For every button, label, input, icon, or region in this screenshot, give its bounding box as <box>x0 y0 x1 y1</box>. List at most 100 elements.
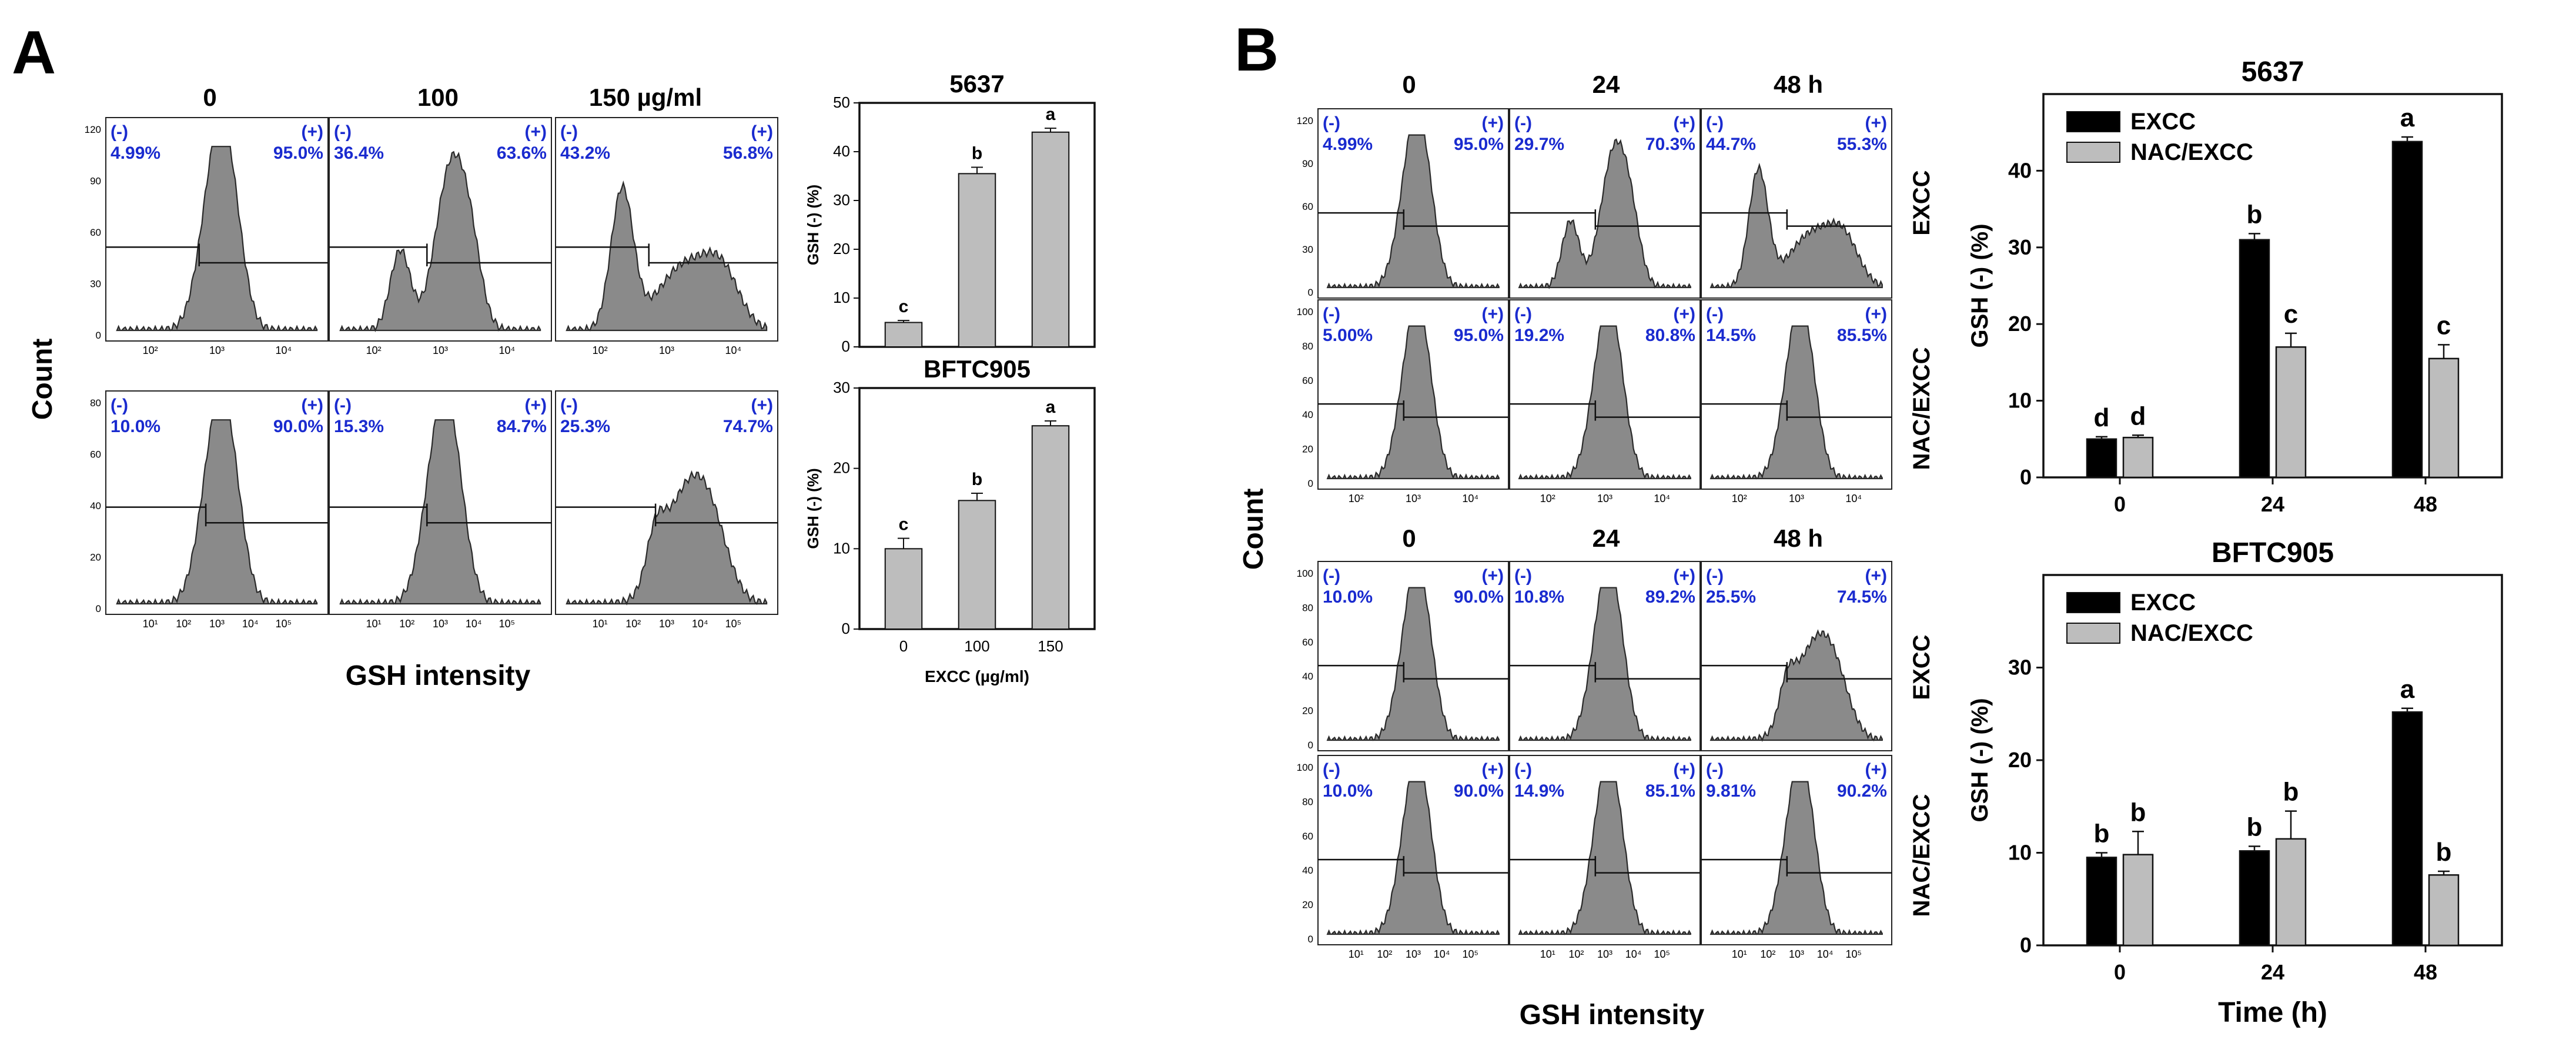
histogram-ytick: 80 <box>90 397 101 409</box>
legend-label: NAC/EXCC <box>2130 139 2253 165</box>
gate-neg-percent: 29.7% <box>1514 135 1564 154</box>
error-bar <box>2132 434 2144 438</box>
bar-excc <box>2391 711 2423 947</box>
error-bar <box>2096 436 2107 439</box>
panel-a-cell-1-2: (-) (+) 25.3% 74.7% 10¹ 10² 10³ 10⁴ 10⁵ <box>555 390 778 630</box>
histogram-ytick: 120 <box>85 124 101 135</box>
gate-pos-label: (+) <box>1674 113 1696 133</box>
gate-neg-percent: 10.0% <box>111 417 160 436</box>
gate-pos-label: (+) <box>302 122 324 142</box>
panel-b-row-label-4: NAC/EXCC <box>1909 794 1935 917</box>
panel-b-cell-1-2: (-) (+) 14.5% 85.5% 10² 10³ 10⁴ <box>1701 299 1892 504</box>
panel-b-col-header-top-0: 0 <box>1402 71 1416 98</box>
histogram-ytick: 60 <box>1302 831 1313 842</box>
gate-marker <box>1318 856 1508 877</box>
error-bar <box>2132 831 2144 855</box>
panel-b-cell-2-2: (-) (+) 25.5% 74.5% <box>1701 561 1892 751</box>
histogram-ytick: 120 <box>1297 115 1313 126</box>
gate-pos-percent: 90.0% <box>1454 587 1504 607</box>
significance-letter: b <box>2283 778 2299 807</box>
histogram-xtick: 10⁴ <box>466 618 482 630</box>
histogram-frame <box>1701 108 1892 299</box>
gate-marker <box>1510 209 1700 230</box>
gate-pos-label: (+) <box>1865 566 1888 586</box>
histogram-xtick: 10⁵ <box>1462 948 1478 960</box>
error-bar <box>898 537 909 549</box>
gate-neg-label: (-) <box>1706 305 1724 324</box>
legend-label: NAC/EXCC <box>2130 620 2253 646</box>
gate-marker <box>106 243 328 266</box>
histogram-curve <box>1326 325 1500 480</box>
y-tick-label: 0 <box>2020 465 2032 489</box>
error-bar <box>2249 845 2260 851</box>
histogram-ytick: 80 <box>1302 796 1313 807</box>
histogram-xtick: 10² <box>593 345 608 356</box>
histogram-ytick: 100 <box>1297 568 1313 579</box>
significance-letter: a <box>2400 103 2415 132</box>
x-tick-label: 24 <box>2261 960 2284 984</box>
significance-letter: d <box>2130 402 2146 430</box>
gate-neg-percent: 14.9% <box>1514 781 1564 801</box>
x-tick-label: 100 <box>964 637 989 655</box>
y-tick-label: 0 <box>2020 933 2032 957</box>
histogram-xtick: 10² <box>176 618 191 630</box>
gate-neg-percent: 25.5% <box>1706 587 1756 607</box>
histogram-xtick: 10⁴ <box>725 345 742 356</box>
histogram-frame <box>1509 299 1701 490</box>
chart-a-5637: 5637 0 10 20 30 40 50 GSH (-) (%) c b a <box>804 70 1096 355</box>
histogram-frame <box>1701 299 1892 490</box>
panel-a-cell-0-2: (-) (+) 43.2% 56.8% 10² 10³ 10⁴ <box>555 117 778 356</box>
histogram-ytick: 0 <box>96 330 101 341</box>
y-tick-label: 20 <box>2008 312 2032 336</box>
legend-swatch <box>2066 592 2120 613</box>
histogram-xtick: 10³ <box>433 618 448 630</box>
histogram-curve <box>566 470 768 606</box>
panel-a-y-axis-label: Count <box>27 339 58 420</box>
panel-a-col-header-100: 100 <box>417 83 459 111</box>
gate-marker <box>329 503 551 527</box>
bar-nac-excc <box>2428 874 2460 947</box>
histogram-curve <box>1326 587 1500 741</box>
gate-neg-label: (-) <box>1323 566 1340 586</box>
gate-marker <box>106 503 328 527</box>
y-tick-label: 30 <box>833 379 850 396</box>
significance-letter: c <box>2437 311 2451 340</box>
panel-letter-a: A <box>12 19 56 87</box>
panel-a-x-axis-label: GSH intensity <box>346 660 531 691</box>
chart-a-bftc905: BFTC905 0 10 20 30 GSH (-) (%) c 0 b 100 a 150 EXCC … <box>804 355 1096 686</box>
significance-letter: b <box>972 470 982 489</box>
x-tick-label: 48 <box>2414 960 2437 984</box>
error-bar <box>2438 344 2450 359</box>
gate-neg-label: (-) <box>1706 566 1724 586</box>
significance-letter: d <box>2094 403 2110 432</box>
chart-title: BFTC905 <box>924 355 1031 383</box>
legend-swatch <box>2066 111 2120 132</box>
histogram-frame <box>105 390 329 615</box>
panel-a-histograms: (-) (+) 4.99% 95.0% 0 30 60 90 120 10² 10³ 10⁴ (-) (+… <box>85 117 778 630</box>
panel-b-cell-0-2: (-) (+) 44.7% 55.3% <box>1701 108 1892 299</box>
histogram-xtick: 10⁵ <box>1845 948 1861 960</box>
histogram-xtick: 10² <box>366 345 382 356</box>
histogram-ytick: 0 <box>1308 478 1313 489</box>
gate-pos-label: (+) <box>1674 305 1696 324</box>
bar-nac-excc <box>2275 838 2307 947</box>
gate-pos-label: (+) <box>751 396 774 415</box>
gate-marker <box>1318 662 1508 683</box>
panel-a-col-header-0: 0 <box>203 83 216 111</box>
histogram-curve <box>1518 587 1691 741</box>
gate-pos-percent: 95.0% <box>1454 135 1504 154</box>
significance-letter: a <box>1046 397 1056 417</box>
histogram-xtick: 10² <box>1377 948 1392 960</box>
error-bar <box>2401 707 2413 713</box>
gate-marker <box>1318 209 1508 230</box>
gate-neg-label: (-) <box>1323 760 1340 780</box>
bar <box>1031 131 1070 348</box>
bar-nac-excc <box>2275 346 2307 479</box>
histogram-curve <box>1709 781 1883 935</box>
y-tick-label: 30 <box>833 191 850 209</box>
bar <box>958 500 996 630</box>
gate-neg-percent: 10.0% <box>1323 781 1373 801</box>
panel-a-cell-1-1: (-) (+) 15.3% 84.7% 10¹ 10² 10³ 10⁴ 10⁵ <box>329 390 552 630</box>
gate-marker <box>1701 400 1892 421</box>
histogram-frame <box>1317 561 1509 751</box>
